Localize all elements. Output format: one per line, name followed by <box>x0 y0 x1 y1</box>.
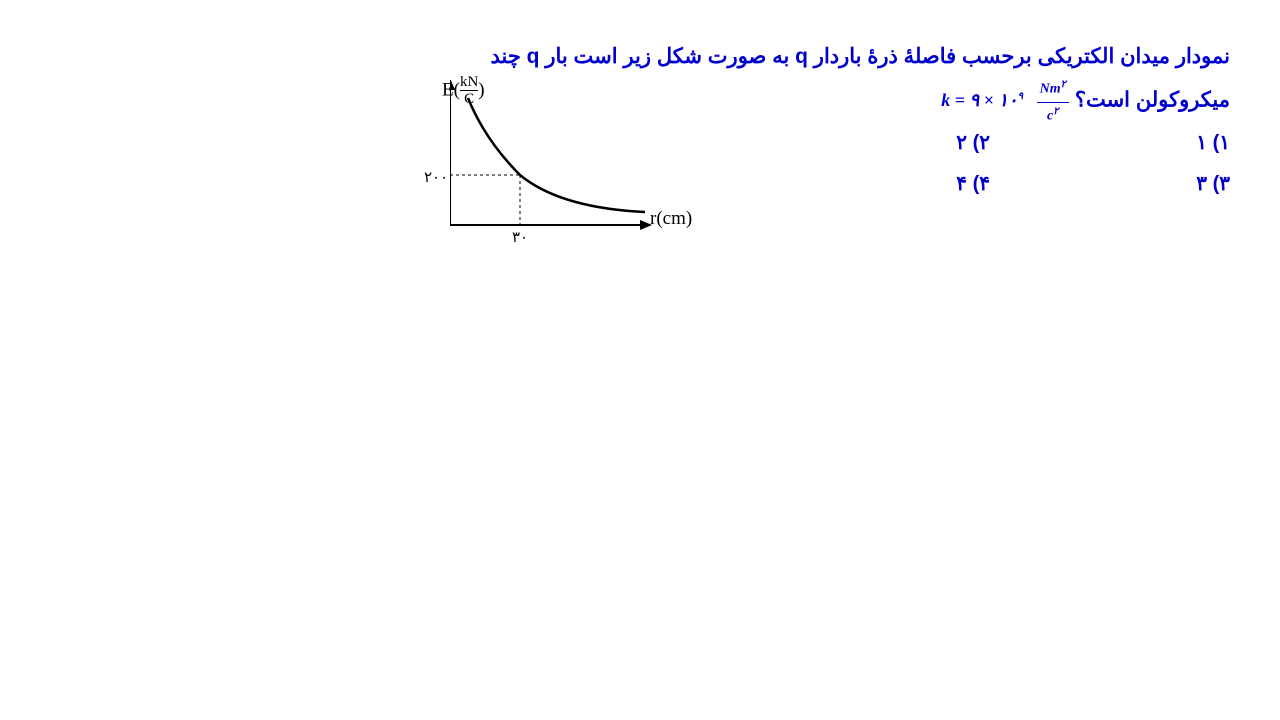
option-row-2: ۳) ۳ ۴) ۴ <box>810 171 1230 196</box>
option-3[interactable]: ۳) ۳ <box>1050 171 1230 196</box>
question-line2: میکروکولن است؟ <box>1075 88 1230 111</box>
option-1[interactable]: ۱) ۱ <box>1050 130 1230 155</box>
option-2[interactable]: ۲) ۲ <box>810 130 990 155</box>
field-curve <box>468 98 645 212</box>
question-line1: نمودار میدان الکتریکی برحسب فاصلهٔ ذرهٔ … <box>490 45 1230 68</box>
y-axis-label: E(kNC) <box>442 75 485 108</box>
x-tick-label: ۳۰ <box>512 228 528 247</box>
x-axis-label: r(cm) <box>650 208 692 230</box>
graph-container: E(kNC) r(cm) ۲۰۰ ۳۰ <box>450 80 710 255</box>
answer-options: ۱) ۱ ۲) ۲ ۳) ۳ ۴) ۴ <box>810 130 1230 212</box>
option-4[interactable]: ۴) ۴ <box>810 171 990 196</box>
coulomb-constant-formula: k = ۹ × ۱۰۹ Nm۲ c۲ <box>937 90 1069 110</box>
option-row-1: ۱) ۱ ۲) ۲ <box>810 130 1230 155</box>
y-tick-label: ۲۰۰ <box>424 168 448 187</box>
